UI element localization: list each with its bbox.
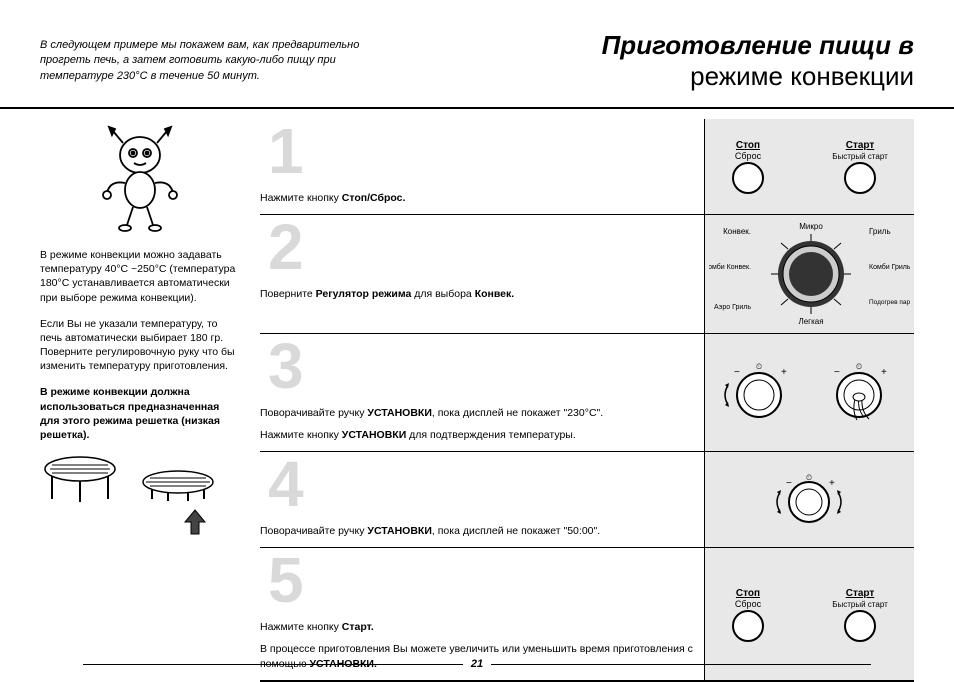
page-title: Приготовление пищи в режиме конвекции <box>400 30 914 92</box>
svg-text:Стоп: Стоп <box>735 588 759 599</box>
step-number: 4 <box>268 452 704 516</box>
title-line-2: режиме конвекции <box>400 61 914 92</box>
step-3: 3 Поворачивайте ручку УСТАНОВКИ, пока ди… <box>260 334 914 452</box>
svg-text:Подогрев паровых блюд: Подогрев паровых блюд <box>869 298 910 306</box>
rack-high-icon <box>40 454 120 504</box>
rack-icons <box>40 454 240 504</box>
rack-low-icon <box>138 469 218 504</box>
svg-text:+: + <box>781 367 787 378</box>
step-number: 3 <box>268 334 704 398</box>
svg-text:Конвек.: Конвек. <box>723 227 751 236</box>
arrow-up-icon <box>150 508 240 539</box>
sidebar-p3: В режиме конвекции должна использоваться… <box>40 385 240 442</box>
svg-text:Быстрый старт: Быстрый старт <box>832 600 888 609</box>
sidebar-p1: В режиме конвекции можно задавать темпер… <box>40 248 240 305</box>
step-4-figure: − + ⏲ <box>704 452 914 547</box>
svg-text:+: + <box>829 478 835 489</box>
svg-text:Гриль: Гриль <box>869 227 891 236</box>
step-3-figure: − + ⏲ − + ⏲ <box>704 334 914 451</box>
step-1-figure: Стоп Сброс Старт Быстрый старт <box>704 119 914 214</box>
robot-icon <box>40 125 240 238</box>
step-4: 4 Поворачивайте ручку УСТАНОВКИ, пока ди… <box>260 452 914 548</box>
svg-text:⏲: ⏲ <box>806 473 812 482</box>
step-2-figure: Микро Гриль Комби Гриль Подогрев паровых… <box>704 215 914 333</box>
sidebar: В режиме конвекции можно задавать темпер… <box>40 119 260 682</box>
svg-text:+: + <box>881 367 887 378</box>
step-number: 5 <box>268 548 704 612</box>
step-number: 1 <box>268 119 704 183</box>
svg-text:⏲: ⏲ <box>756 362 762 371</box>
sidebar-p2: Если Вы не указали температуру, то печь … <box>40 317 240 374</box>
svg-text:Микро: Микро <box>799 222 823 231</box>
header: В следующем примере мы покажем вам, как … <box>0 0 954 107</box>
svg-text:−: − <box>786 478 792 489</box>
intro-text: В следующем примере мы покажем вам, как … <box>40 30 400 84</box>
svg-text:Старт: Старт <box>845 588 874 599</box>
svg-text:Старт: Старт <box>845 140 874 151</box>
svg-text:Комби Гриль: Комби Гриль <box>869 263 910 271</box>
svg-text:Сброс: Сброс <box>734 151 761 161</box>
step-1: 1 Нажмите кнопку Стоп/Сброс. Стоп Сброс … <box>260 119 914 215</box>
svg-text:Стоп: Стоп <box>735 140 759 151</box>
svg-text:⏲: ⏲ <box>856 362 862 371</box>
svg-text:Комби Конвек.: Комби Конвек. <box>709 263 751 271</box>
svg-text:−: − <box>834 367 840 378</box>
svg-text:Аэро Гриль: Аэро Гриль <box>714 304 751 311</box>
step-number: 2 <box>268 215 704 279</box>
step-2: 2 Поверните Регулятор режима для выбора … <box>260 215 914 334</box>
content: В режиме конвекции можно задавать темпер… <box>0 109 954 682</box>
svg-text:Быстрый старт: Быстрый старт <box>832 152 888 161</box>
svg-text:Легкая: Легкая <box>798 317 823 326</box>
title-line-1: Приготовление пищи в <box>400 30 914 61</box>
svg-text:Сброс: Сброс <box>734 599 761 609</box>
steps: 1 Нажмите кнопку Стоп/Сброс. Стоп Сброс … <box>260 119 914 682</box>
svg-text:−: − <box>734 367 740 378</box>
